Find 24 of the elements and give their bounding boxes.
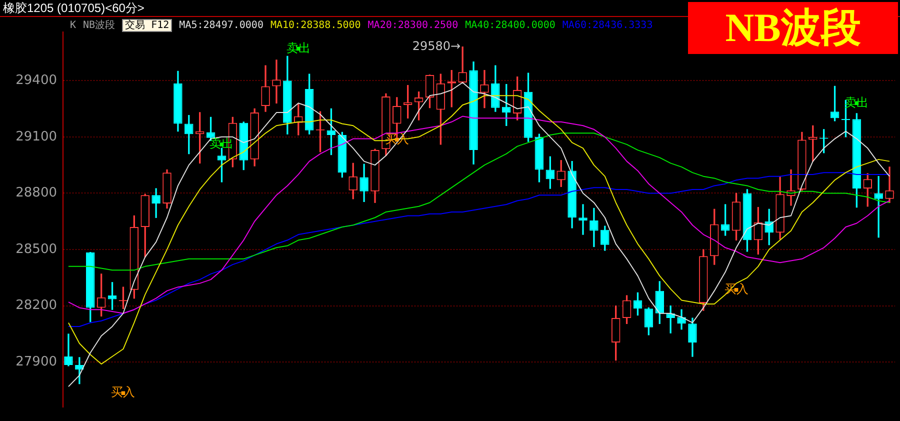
y-tick-label: 28800 — [16, 186, 57, 201]
y-tick-label: 29400 — [16, 72, 57, 88]
text: MA60:28436.3333 — [562, 20, 653, 31]
chart-title: 橡胶1205 (010705)<60分> — [3, 1, 144, 15]
text: MA20:28300.2500 — [368, 20, 458, 31]
candlestick — [75, 357, 84, 384]
text: K — [70, 20, 76, 31]
text: MA40:28400.0000 — [465, 20, 556, 31]
text: MA10:28388.5000 — [270, 20, 361, 31]
y-tick-label: 29100 — [16, 129, 57, 144]
chart-subtitle: NB波段 — [688, 2, 898, 54]
text: 交易 F12 — [122, 19, 172, 32]
annotation: 29580→ — [412, 38, 461, 53]
text: NB波段 — [83, 20, 116, 31]
y-tick-label: 28500 — [16, 242, 57, 257]
candlestick — [666, 306, 675, 334]
text: 卖出 — [286, 40, 310, 55]
candlestick — [272, 60, 281, 104]
series-label: 买入 — [111, 385, 136, 400]
y-tick-label: 28200 — [16, 298, 57, 314]
candlestick — [578, 204, 588, 235]
text: MA5:28497.0000 — [179, 20, 264, 31]
y-tick-label: 27900 — [16, 354, 57, 370]
candlestick — [874, 176, 883, 238]
